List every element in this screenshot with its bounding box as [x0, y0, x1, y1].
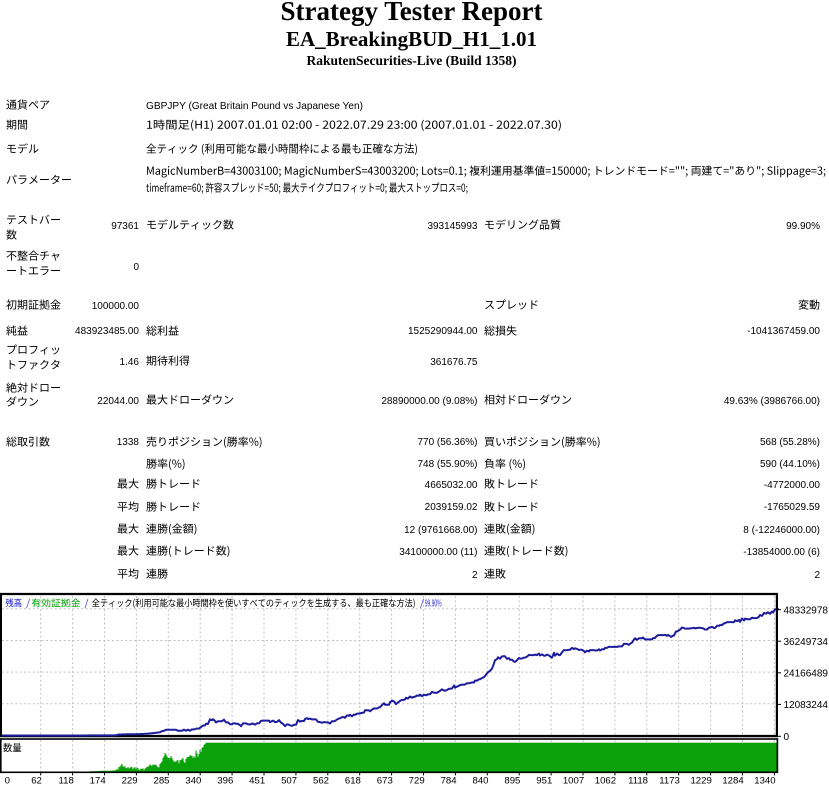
svg-text:1118: 1118: [628, 775, 648, 786]
svg-text:62: 62: [31, 775, 42, 786]
svg-text:673: 673: [377, 775, 393, 786]
svg-text:840: 840: [472, 775, 488, 786]
svg-text:0: 0: [784, 732, 790, 743]
svg-text:1284: 1284: [722, 775, 744, 786]
svg-text:951: 951: [536, 775, 552, 786]
svg-text:729: 729: [409, 775, 425, 786]
svg-text:0: 0: [5, 775, 10, 786]
svg-text:396: 396: [217, 775, 233, 786]
svg-text:895: 895: [504, 775, 520, 786]
svg-text:36249734: 36249734: [784, 637, 829, 648]
svg-text:784: 784: [441, 775, 458, 786]
svg-text:12083244: 12083244: [784, 700, 829, 711]
svg-text:1007: 1007: [563, 775, 584, 786]
svg-text:340: 340: [185, 775, 201, 786]
svg-text:48332978: 48332978: [784, 605, 829, 616]
svg-text:285: 285: [153, 775, 169, 786]
svg-text:507: 507: [281, 775, 297, 786]
svg-text:24166489: 24166489: [784, 668, 829, 679]
svg-text:229: 229: [122, 775, 138, 786]
svg-text:1340: 1340: [754, 775, 775, 786]
svg-text:618: 618: [345, 775, 361, 786]
svg-text:1062: 1062: [595, 775, 616, 786]
svg-text:1229: 1229: [690, 775, 711, 786]
svg-text:1173: 1173: [659, 775, 680, 786]
svg-text:118: 118: [59, 775, 74, 786]
svg-text:562: 562: [313, 775, 329, 786]
svg-text:174: 174: [90, 775, 107, 786]
svg-text:451: 451: [249, 775, 265, 786]
